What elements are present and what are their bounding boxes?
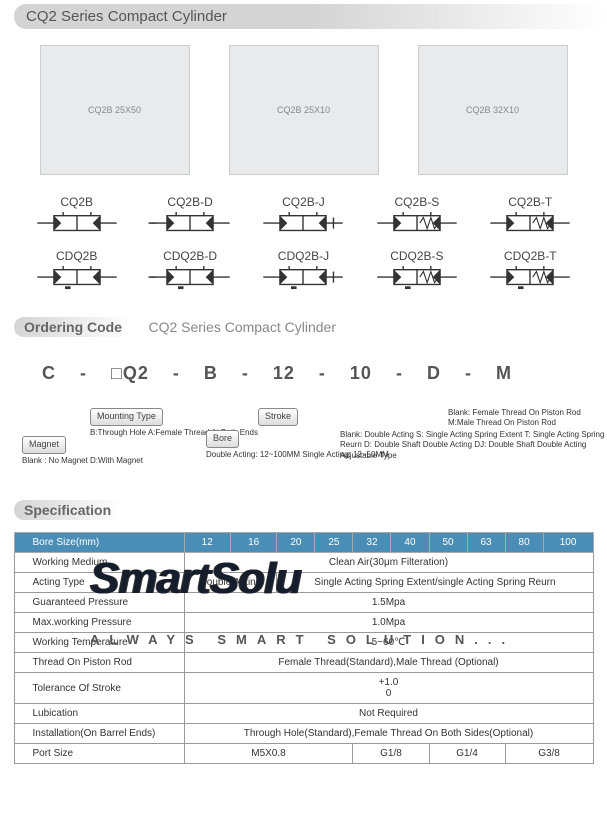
symbol-CDQ2B: CDQ2B [27, 249, 127, 295]
symbol-CDQ2B-J: CDQ2B-J [253, 249, 353, 295]
symbol-CQ2B-D: CQ2B-D [140, 195, 240, 241]
product-image-3: CQ2B 32X10 [418, 45, 568, 175]
tag-bore: Bore [206, 430, 239, 448]
section-header: CQ2 Series Compact Cylinder [14, 4, 607, 29]
spec-header: Specification [14, 500, 121, 520]
watermark-logo: SmartSolu [90, 554, 301, 604]
tag-mounting: Mounting Type [90, 408, 163, 426]
tag-magnet-desc: Blank : No Magnet D:With Magnet [22, 456, 143, 466]
ordering-tags: Magnet Blank : No Magnet D:With Magnet M… [0, 390, 607, 490]
symbol-CQ2B-J: CQ2B-J [253, 195, 353, 241]
symbol-CQ2B: CQ2B [27, 195, 127, 241]
tag-m-desc: Blank: Female Thread On Piston Rod M:Mal… [448, 408, 607, 429]
tag-d-desc: Blank: Double Acting S: Single Acting Sp… [340, 430, 607, 461]
spec-section: SmartSolu ALWAYS SMART SOLUTION... Speci… [0, 500, 607, 764]
watermark-tagline: ALWAYS SMART SOLUTION... [90, 632, 515, 647]
symbol-row-2: CDQ2B CDQ2B-D CDQ2B-J CDQ2B-S CDQ2B-T [0, 249, 607, 303]
ordering-code-line: C-□Q2-B-12-10-D-M [0, 343, 607, 390]
product-image-2: CQ2B 25X10 [229, 45, 379, 175]
tag-stroke: Stroke [258, 408, 298, 426]
symbol-CDQ2B-T: CDQ2B-T [480, 249, 580, 295]
symbol-CQ2B-S: CQ2B-S [367, 195, 467, 241]
ordering-code-header: Ordering Code [14, 317, 132, 337]
symbol-CDQ2B-S: CDQ2B-S [367, 249, 467, 295]
ordering-subtitle: CQ2 Series Compact Cylinder [136, 319, 336, 335]
symbol-CQ2B-T: CQ2B-T [480, 195, 580, 241]
symbol-row-1: CQ2B CQ2B-D CQ2B-J CQ2B-S CQ2B-T [0, 195, 607, 249]
product-image-1: CQ2B 25X50 [40, 45, 190, 175]
tag-magnet: Magnet [22, 436, 66, 454]
product-images: CQ2B 25X50 CQ2B 25X10 CQ2B 32X10 [0, 35, 607, 195]
symbol-CDQ2B-D: CDQ2B-D [140, 249, 240, 295]
